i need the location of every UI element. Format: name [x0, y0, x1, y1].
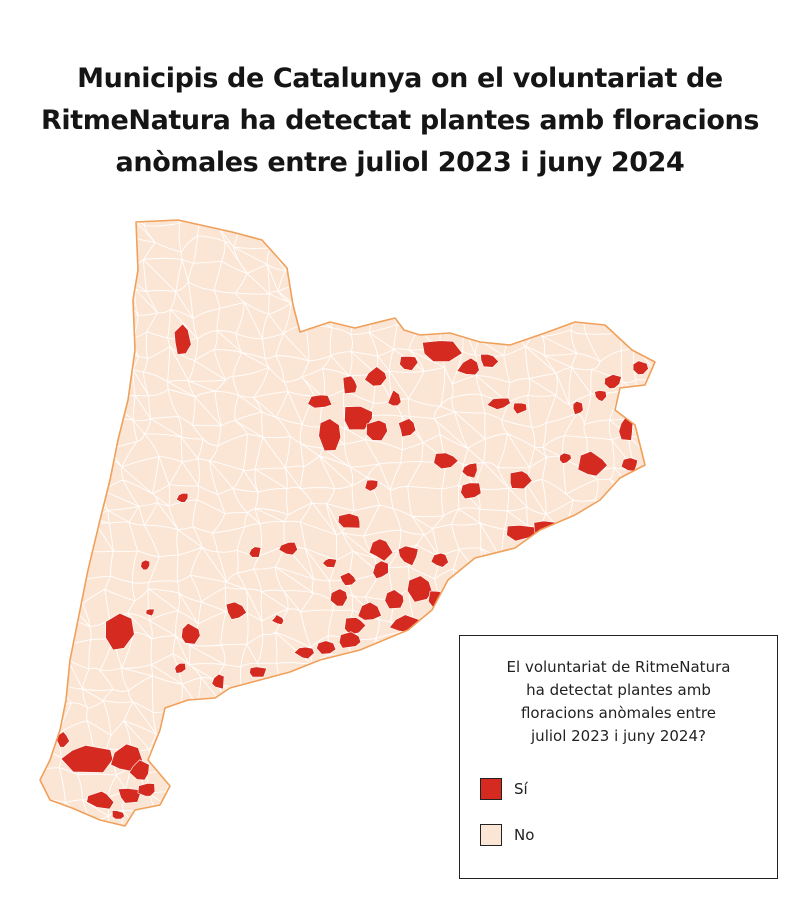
- highlighted-municipality: [344, 617, 367, 636]
- highlighted-municipality: [176, 492, 189, 503]
- title-line-1: Municipis de Catalunya on el voluntariat…: [77, 63, 723, 94]
- highlighted-municipality: [322, 558, 338, 568]
- highlighted-municipality: [632, 360, 649, 375]
- legend-swatch-no: [480, 824, 502, 846]
- highlighted-municipality: [384, 589, 405, 610]
- highlighted-municipality: [329, 588, 348, 607]
- highlighted-municipality: [604, 374, 622, 390]
- highlighted-municipality: [572, 400, 584, 416]
- highlighted-municipality: [577, 450, 608, 477]
- highlighted-municipality: [559, 452, 572, 464]
- highlighted-municipality: [316, 640, 337, 655]
- highlighted-municipality: [137, 782, 156, 797]
- legend-label-yes: Sí: [514, 780, 528, 798]
- highlighted-municipality: [461, 462, 478, 479]
- highlighted-municipality: [344, 405, 373, 431]
- map-legend: El voluntariat de RitmeNatura ha detecta…: [459, 635, 778, 879]
- highlighted-municipality: [372, 560, 389, 579]
- highlighted-municipality: [406, 575, 433, 603]
- highlighted-municipality: [510, 470, 533, 490]
- highlighted-municipality: [398, 418, 417, 438]
- highlighted-municipality: [456, 357, 480, 376]
- highlighted-municipality: [430, 552, 449, 568]
- highlighted-municipality: [342, 375, 358, 395]
- legend-title: El voluntariat de RitmeNatura ha detecta…: [460, 656, 777, 748]
- legend-title-line-4: juliol 2023 i juny 2024?: [531, 727, 706, 745]
- legend-title-line-3: floracions anòmales entre: [520, 704, 716, 722]
- highlighted-municipality: [249, 666, 267, 678]
- highlighted-municipality: [307, 394, 333, 409]
- legend-title-line-2: ha detectat plantes amb: [526, 681, 711, 699]
- highlighted-municipality: [357, 601, 382, 621]
- title-line-3: anòmales entre juliol 2023 i juny 2024: [115, 147, 685, 178]
- highlighted-municipality: [140, 559, 151, 571]
- legend-label-no: No: [514, 826, 535, 844]
- highlighted-municipality: [248, 546, 262, 558]
- title-line-2: RitmeNatura ha detectat plantes amb flor…: [41, 105, 759, 136]
- highlighted-municipality: [173, 323, 192, 355]
- highlighted-municipality: [480, 353, 500, 368]
- highlighted-municipality: [433, 452, 459, 470]
- legend-item-yes: Sí: [480, 777, 528, 801]
- highlighted-municipality: [486, 397, 511, 410]
- highlighted-municipality: [278, 541, 298, 556]
- highlighted-municipality: [271, 614, 285, 626]
- legend-swatch-yes: [480, 778, 502, 800]
- highlighted-municipality: [145, 608, 155, 617]
- highlighted-municipality: [60, 744, 114, 773]
- highlighted-municipality: [111, 810, 125, 820]
- catalonia-outline: [39, 219, 656, 827]
- highlighted-municipality: [339, 571, 357, 586]
- highlighted-municipality: [366, 419, 388, 441]
- highlighted-municipality: [337, 513, 361, 529]
- highlighted-municipality: [368, 538, 394, 562]
- highlighted-municipality: [318, 418, 342, 452]
- highlighted-municipalities: [56, 323, 649, 820]
- highlighted-municipality: [293, 646, 315, 660]
- highlighted-municipality: [397, 545, 419, 567]
- highlighted-municipality: [105, 612, 135, 651]
- highlighted-municipality: [399, 355, 419, 371]
- highlighted-municipality: [225, 601, 248, 620]
- highlighted-municipality: [181, 622, 201, 645]
- map-title: Municipis de Catalunya on el voluntariat…: [0, 58, 800, 184]
- highlighted-municipality: [594, 390, 607, 402]
- highlighted-municipality: [364, 479, 379, 492]
- highlighted-municipality: [512, 402, 528, 415]
- highlighted-municipality: [387, 389, 402, 407]
- highlighted-municipality: [422, 340, 463, 362]
- highlighted-municipality: [551, 526, 568, 542]
- highlighted-municipality: [211, 673, 225, 690]
- highlighted-municipality: [128, 759, 150, 781]
- highlighted-municipality: [338, 631, 362, 649]
- legend-title-line-1: El voluntariat de RitmeNatura: [506, 658, 731, 676]
- highlighted-municipality: [460, 482, 482, 500]
- highlighted-municipality: [364, 366, 388, 387]
- highlighted-municipality: [86, 790, 115, 810]
- legend-item-no: No: [480, 823, 534, 847]
- highlighted-municipality: [174, 662, 187, 674]
